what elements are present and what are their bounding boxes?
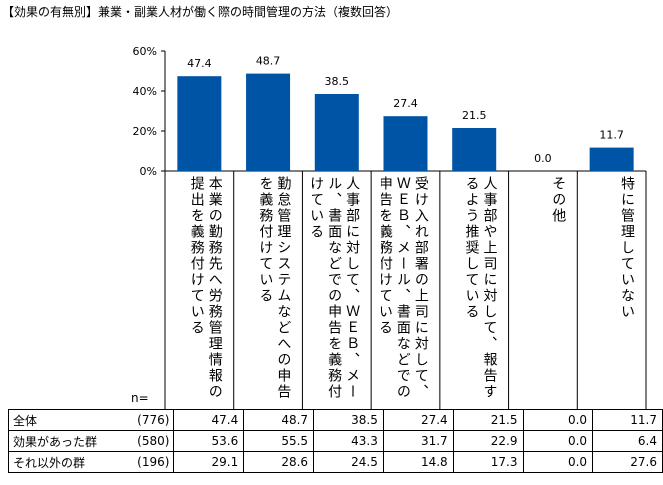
table-cell: 0.0 (523, 409, 594, 431)
category-label: 特に管理していない (618, 176, 635, 320)
data-table: 全体 (776) 47.4 48.7 38.5 27.4 21.5 0.0 11.7 効果があった… (7, 409, 663, 473)
table-row: 全体 (776) 47.4 48.7 38.5 27.4 21.5 0.0 11.7 (7, 409, 663, 431)
bar (452, 128, 497, 171)
row-n: (196) (121, 451, 175, 473)
chart-title: 【効果の有無別】兼業・副業人材が働く際の時間管理の方法（複数回答） (2, 5, 399, 19)
bar-chart: 0% 20% 40% 60% 47.4 48.7 38.5 27.4 21.5 0.0 11.7 (133, 45, 647, 410)
table-cell: 43.3 (313, 430, 384, 452)
data-label: 11.7 (599, 129, 624, 142)
table-cell: 47.4 (173, 409, 245, 431)
row-n: (776) (121, 409, 175, 431)
table-cell: 31.7 (383, 430, 454, 452)
row-label: 効果があった群 (7, 430, 122, 452)
table-cell: 0.0 (523, 430, 594, 452)
bar (383, 116, 428, 171)
table-cell: 53.6 (173, 430, 245, 452)
row-n: (580) (121, 430, 175, 452)
table-cell: 0.0 (523, 451, 594, 473)
y-tick-label: 20% (133, 125, 157, 138)
table-row: それ以外の群 (196) 29.1 28.6 24.5 14.8 17.3 0.0 27.6 (7, 451, 663, 473)
y-tick-label: 0% (140, 165, 157, 178)
category-label: 勤怠管理システムなどへの申告を義務付けている (257, 176, 292, 400)
table-cell: 17.3 (453, 451, 524, 473)
table-cell: 38.5 (313, 409, 384, 431)
table-cell: 29.1 (173, 451, 245, 473)
data-label: 48.7 (256, 55, 281, 68)
table-cell: 11.7 (592, 409, 663, 431)
table-cell: 28.6 (243, 451, 315, 473)
category-label: 人事部や上司に対して、報告するよう推奨している (463, 176, 498, 400)
n-label: n= (131, 391, 149, 405)
data-label: 38.5 (325, 75, 350, 88)
table-row: 効果があった群 (580) 53.6 55.5 43.3 31.7 22.9 0.0 6.4 (7, 430, 663, 452)
table-cell: 48.7 (243, 409, 315, 431)
table-cell: 27.6 (592, 451, 663, 473)
table-cell: 24.5 (313, 451, 384, 473)
bar (177, 76, 222, 171)
row-label: 全体 (7, 409, 122, 431)
bar (589, 147, 634, 171)
category-label: 受け入れ部署の上司に対して、ＷＥＢ、メール、書面などでの申告を義務付けている (381, 176, 429, 400)
data-label: 27.4 (393, 97, 418, 110)
table-cell: 55.5 (243, 430, 315, 452)
table-cell: 21.5 (453, 409, 524, 431)
y-tick-label: 40% (133, 85, 157, 98)
table-cell: 14.8 (383, 451, 454, 473)
category-label: 人事部に対して、ＷＥＢ、メール、書面などでの申告を義務付けている (312, 176, 361, 400)
table-cell: 22.9 (453, 430, 524, 452)
data-label: 47.4 (187, 57, 212, 70)
table-cell: 6.4 (592, 430, 663, 452)
data-label: 21.5 (462, 109, 487, 122)
bar (246, 73, 291, 171)
y-tick-label: 60% (133, 45, 157, 58)
data-label: 0.0 (534, 152, 552, 165)
bar (314, 94, 359, 171)
category-label: その他 (550, 176, 567, 224)
category-label: 本業の勤務先へ労務管理情報の提出を義務付けている (188, 176, 223, 400)
table-cell: 27.4 (383, 409, 454, 431)
row-label: それ以外の群 (7, 451, 122, 473)
